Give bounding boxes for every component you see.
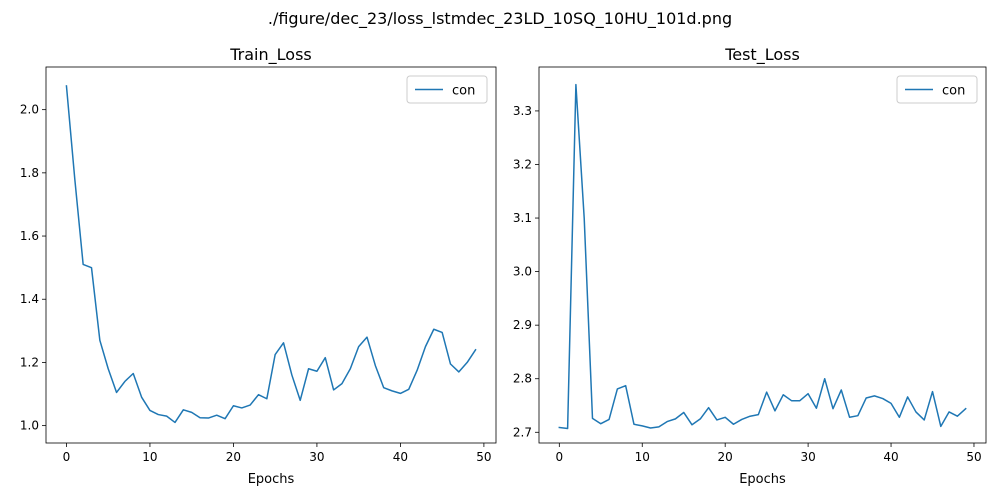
test-y-tick-label: 3.0 (513, 265, 532, 279)
train-y-tick-label: 1.6 (20, 229, 39, 243)
test-legend-label: con (942, 84, 965, 99)
figure-suptitle: ./figure/dec_23/loss_lstmdec_23LD_10SQ_1… (268, 9, 732, 29)
test-y-tick-label: 2.9 (513, 318, 532, 332)
train-y-tick-label: 1.8 (20, 166, 39, 180)
train-x-tick-label: 40 (393, 450, 408, 464)
train-y-tick-label: 2.0 (20, 103, 39, 117)
train-y-tick-label: 1.4 (20, 292, 39, 306)
test-loss-axes: Test_Loss 0 10 20 30 40 50 2.7 2.8 2.9 3.0 3.1 3.2 3.… (513, 45, 987, 487)
test-x-axis-label: Epochs (739, 472, 786, 487)
train-x-axis-label: Epochs (248, 472, 295, 487)
train-axes-frame (45, 66, 497, 444)
train-x-tick-label: 10 (142, 450, 157, 464)
train-x-tick-label: 30 (309, 450, 324, 464)
test-y-tick-label: 2.8 (513, 372, 532, 386)
test-y-tick-label: 3.1 (513, 211, 532, 225)
test-x-tick-label: 40 (883, 450, 898, 464)
test-x-tick-label: 0 (555, 450, 563, 464)
test-title: Test_Loss (724, 45, 800, 65)
train-legend-label: con (452, 84, 475, 99)
test-series-line-0 (558, 83, 967, 430)
train-y-tick-label: 1.0 (20, 419, 39, 433)
train-series-line-0 (65, 85, 477, 424)
train-title: Train_Loss (229, 45, 311, 65)
train-y-tick-label: 1.2 (20, 355, 39, 369)
test-x-tick-label: 10 (635, 450, 650, 464)
test-x-tick-label: 50 (966, 450, 981, 464)
test-x-tick-label: 20 (718, 450, 733, 464)
train-x-tick-label: 50 (476, 450, 491, 464)
test-axes-frame (538, 66, 987, 444)
test-y-tick-label: 3.2 (513, 157, 532, 171)
train-loss-axes: Train_Loss 0 10 20 30 40 50 1.0 1.2 1.4 1.6 1.8 2.0 E… (20, 45, 497, 487)
train-legend-box (406, 75, 488, 104)
train-x-tick-label: 0 (63, 450, 71, 464)
test-y-tick-label: 2.7 (513, 425, 532, 439)
test-legend-box (896, 75, 978, 104)
test-x-tick-label: 30 (800, 450, 815, 464)
test-y-tick-label: 3.3 (513, 104, 532, 118)
train-x-tick-label: 20 (226, 450, 241, 464)
